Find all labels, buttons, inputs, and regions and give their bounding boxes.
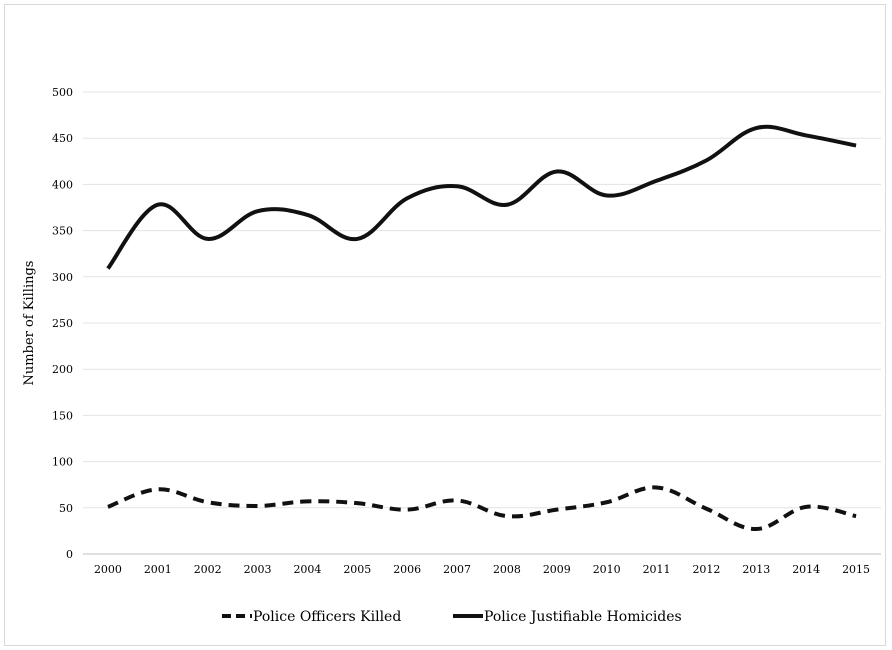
x-tick-label: 2004 [293,563,321,576]
x-tick-label: 2001 [144,563,172,576]
y-tick-label: 400 [52,178,73,191]
series-line-officers-killed [107,485,857,532]
chart-frame [4,4,886,646]
y-tick-label: 0 [66,548,73,561]
x-tick-label: 2010 [593,563,621,576]
x-tick-label: 2005 [343,563,371,576]
y-tick-label: 50 [59,502,73,515]
y-tick-label: 500 [52,86,73,99]
x-tick-label: 2000 [94,563,122,576]
x-axis-ticks: 2000 2001 2002 2003 2004 2005 2006 2007 2008 2009… [94,563,870,576]
y-tick-label: 350 [52,225,73,238]
y-tick-label: 300 [52,271,73,284]
x-tick-label: 2002 [194,563,222,576]
legend: Police Officers Killed Police Justifiable… [222,609,682,625]
y-tick-label: 450 [52,132,73,145]
x-tick-label: 2003 [244,563,272,576]
y-tick-label: 250 [52,317,73,330]
x-tick-label: 2006 [393,563,421,576]
x-tick-label: 2009 [543,563,571,576]
x-tick-label: 2012 [692,563,720,576]
y-axis-ticks: 0 50 100 150 200 250 300 350 400 450 500 [52,86,73,561]
series-lines [106,124,857,532]
series-line-justifiable-homicides [106,124,857,270]
x-tick-label: 2015 [842,563,870,576]
gridlines [83,91,881,555]
x-tick-label: 2011 [643,563,671,576]
x-tick-label: 2013 [742,563,770,576]
y-tick-label: 100 [52,456,73,469]
y-tick-label: 200 [52,363,73,376]
y-tick-label: 150 [52,409,73,422]
x-tick-label: 2008 [493,563,521,576]
legend-label: Police Justifiable Homicides [484,609,682,625]
x-tick-label: 2007 [443,563,471,576]
y-axis-label: Number of Killings [22,261,37,386]
legend-label: Police Officers Killed [253,609,401,625]
x-tick-label: 2014 [792,563,820,576]
